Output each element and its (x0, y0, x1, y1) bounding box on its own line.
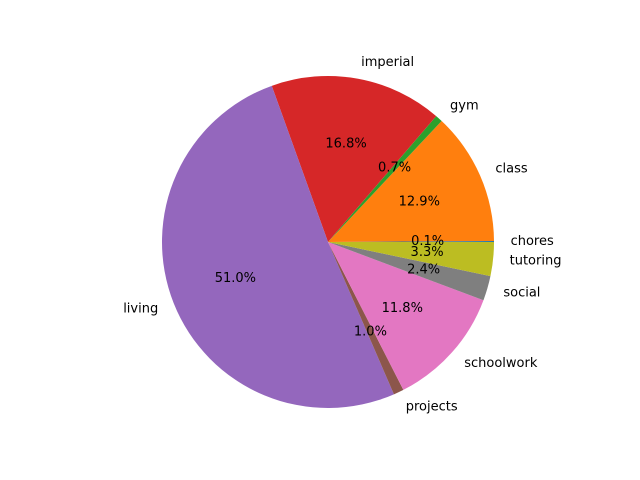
percent-label-living: 51.0% (215, 271, 256, 286)
slice-label-class: class (495, 161, 527, 176)
slice-label-projects: projects (406, 400, 458, 415)
labels-layer: chores 0.1% class 12.9% gym 0.7% imperial 16.8%… (123, 55, 561, 415)
pie-slice-social (328, 242, 491, 301)
percent-label-tutoring: 3.3% (411, 245, 444, 260)
pie-slice-tutoring (328, 242, 494, 277)
slice-label-imperial: imperial (361, 55, 414, 70)
pie-slice-imperial (271, 76, 437, 243)
slice-label-social: social (503, 285, 540, 300)
percent-label-projects: 1.0% (354, 325, 387, 340)
slices-layer (161, 76, 494, 409)
slice-label-schoolwork: schoolwork (464, 356, 538, 371)
percent-label-social: 2.4% (407, 262, 440, 277)
percent-label-chores: 0.1% (411, 234, 444, 249)
pie-slice-living (161, 85, 394, 409)
percent-label-imperial: 16.8% (325, 137, 366, 152)
pie-slice-gym (328, 116, 442, 242)
slice-label-gym: gym (450, 99, 479, 114)
slice-label-chores: chores (511, 234, 554, 249)
slice-label-tutoring: tutoring (510, 253, 562, 268)
slice-label-living: living (123, 302, 158, 317)
pie-slice-class (328, 120, 494, 242)
percent-label-schoolwork: 11.8% (382, 301, 423, 316)
pie-slice-projects (328, 242, 404, 395)
pie-slice-schoolwork (328, 242, 484, 390)
percent-label-gym: 0.7% (378, 160, 411, 175)
percent-label-class: 12.9% (399, 195, 440, 210)
pie-slice-chores (328, 240, 494, 242)
